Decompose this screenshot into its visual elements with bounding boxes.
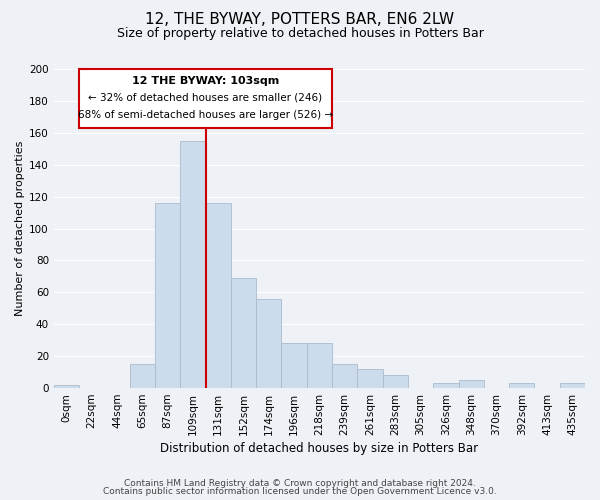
Bar: [332, 364, 358, 388]
Text: Contains HM Land Registry data © Crown copyright and database right 2024.: Contains HM Land Registry data © Crown c…: [124, 478, 476, 488]
Bar: [509, 384, 535, 388]
Bar: [281, 344, 307, 388]
Text: Size of property relative to detached houses in Potters Bar: Size of property relative to detached ho…: [116, 28, 484, 40]
Bar: [433, 384, 458, 388]
Text: 12 THE BYWAY: 103sqm: 12 THE BYWAY: 103sqm: [132, 76, 279, 86]
Bar: [180, 141, 206, 388]
Text: 68% of semi-detached houses are larger (526) →: 68% of semi-detached houses are larger (…: [78, 110, 333, 120]
Text: Contains public sector information licensed under the Open Government Licence v3: Contains public sector information licen…: [103, 487, 497, 496]
Text: 12, THE BYWAY, POTTERS BAR, EN6 2LW: 12, THE BYWAY, POTTERS BAR, EN6 2LW: [145, 12, 455, 28]
Bar: [307, 344, 332, 388]
Bar: [383, 376, 408, 388]
Bar: [358, 369, 383, 388]
Bar: [560, 384, 585, 388]
Bar: [155, 203, 180, 388]
X-axis label: Distribution of detached houses by size in Potters Bar: Distribution of detached houses by size …: [160, 442, 478, 455]
Bar: [231, 278, 256, 388]
Bar: [130, 364, 155, 388]
Y-axis label: Number of detached properties: Number of detached properties: [15, 141, 25, 316]
FancyBboxPatch shape: [79, 69, 332, 128]
Bar: [458, 380, 484, 388]
Text: ← 32% of detached houses are smaller (246): ← 32% of detached houses are smaller (24…: [88, 92, 323, 102]
Bar: [206, 203, 231, 388]
Bar: [256, 298, 281, 388]
Bar: [54, 385, 79, 388]
